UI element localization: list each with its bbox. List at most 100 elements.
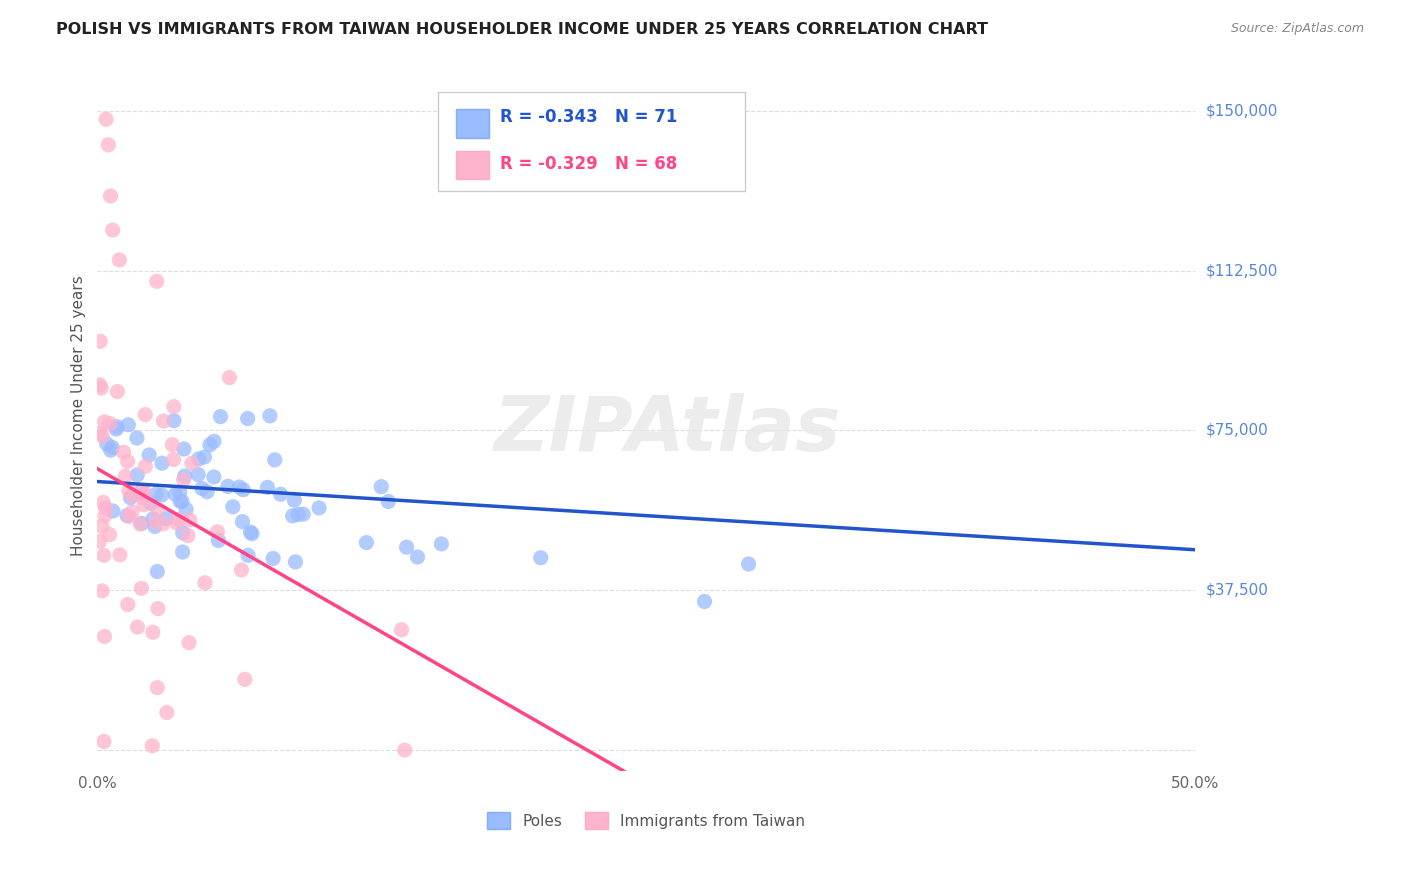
- Point: [737, 557, 759, 571]
- Point: [134, 498, 156, 512]
- Point: [139, 496, 162, 510]
- Point: [256, 480, 278, 494]
- Point: [117, 417, 139, 432]
- Point: [118, 509, 141, 524]
- Point: [173, 442, 195, 456]
- FancyBboxPatch shape: [437, 92, 745, 191]
- Text: $75,000: $75,000: [1206, 423, 1268, 438]
- Point: [207, 524, 229, 539]
- Point: [89, 534, 111, 549]
- Point: [181, 456, 204, 470]
- Point: [142, 512, 165, 526]
- Point: [284, 555, 307, 569]
- Point: [228, 480, 250, 494]
- Point: [132, 483, 155, 498]
- Point: [100, 189, 122, 203]
- Point: [391, 623, 413, 637]
- Point: [94, 112, 117, 127]
- Point: [406, 549, 429, 564]
- Legend: Poles, Immigrants from Taiwan: Poles, Immigrants from Taiwan: [481, 806, 811, 835]
- Point: [89, 334, 111, 349]
- Point: [94, 500, 117, 515]
- Point: [146, 565, 169, 579]
- Point: [107, 384, 129, 399]
- FancyBboxPatch shape: [457, 110, 489, 138]
- Point: [134, 459, 156, 474]
- Point: [193, 450, 215, 464]
- Point: [177, 528, 200, 542]
- Point: [89, 426, 111, 441]
- Point: [93, 630, 115, 644]
- Point: [90, 381, 112, 395]
- Point: [91, 495, 114, 509]
- Point: [112, 445, 135, 459]
- Point: [162, 437, 184, 451]
- Point: [145, 274, 167, 288]
- Point: [138, 448, 160, 462]
- Point: [145, 515, 167, 529]
- Point: [163, 400, 186, 414]
- Point: [167, 512, 190, 526]
- Point: [218, 370, 240, 384]
- Point: [131, 582, 153, 596]
- Point: [194, 575, 217, 590]
- Point: [166, 516, 188, 531]
- Text: POLISH VS IMMIGRANTS FROM TAIWAN HOUSEHOLDER INCOME UNDER 25 YEARS CORRELATION C: POLISH VS IMMIGRANTS FROM TAIWAN HOUSEHO…: [56, 22, 988, 37]
- Point: [394, 743, 416, 757]
- Point: [150, 456, 173, 470]
- Point: [101, 441, 124, 455]
- Point: [146, 601, 169, 615]
- Point: [173, 469, 195, 483]
- Point: [233, 673, 256, 687]
- Point: [179, 513, 201, 527]
- Point: [93, 549, 115, 563]
- Point: [115, 508, 138, 523]
- Point: [292, 507, 315, 521]
- Point: [263, 453, 285, 467]
- Point: [169, 494, 191, 508]
- Point: [150, 488, 173, 502]
- Point: [101, 504, 124, 518]
- Point: [114, 469, 136, 483]
- Point: [108, 548, 131, 562]
- Text: R = -0.343   N = 71: R = -0.343 N = 71: [501, 109, 678, 127]
- Point: [530, 550, 553, 565]
- Point: [187, 467, 209, 482]
- FancyBboxPatch shape: [457, 151, 489, 179]
- Point: [94, 508, 117, 523]
- Point: [142, 625, 165, 640]
- Point: [231, 515, 253, 529]
- Point: [370, 480, 392, 494]
- Point: [259, 409, 281, 423]
- Point: [131, 516, 153, 531]
- Point: [98, 527, 121, 541]
- Point: [152, 414, 174, 428]
- Point: [287, 508, 309, 522]
- Point: [146, 681, 169, 695]
- Point: [145, 487, 167, 501]
- Point: [162, 452, 184, 467]
- Point: [129, 485, 152, 500]
- Point: [117, 454, 139, 468]
- Point: [120, 491, 142, 505]
- Point: [191, 482, 214, 496]
- Point: [108, 252, 131, 267]
- Point: [91, 429, 114, 443]
- Point: [143, 519, 166, 533]
- Point: [127, 620, 149, 634]
- Point: [236, 549, 259, 563]
- Point: [356, 535, 378, 549]
- Point: [125, 431, 148, 445]
- Point: [134, 491, 156, 506]
- Point: [163, 414, 186, 428]
- Point: [198, 438, 221, 452]
- Text: $150,000: $150,000: [1206, 103, 1278, 119]
- Point: [283, 493, 305, 508]
- Point: [131, 485, 153, 500]
- Point: [155, 511, 177, 525]
- Point: [89, 377, 111, 392]
- Point: [222, 500, 245, 514]
- Point: [100, 443, 122, 458]
- Point: [236, 411, 259, 425]
- Point: [129, 517, 152, 532]
